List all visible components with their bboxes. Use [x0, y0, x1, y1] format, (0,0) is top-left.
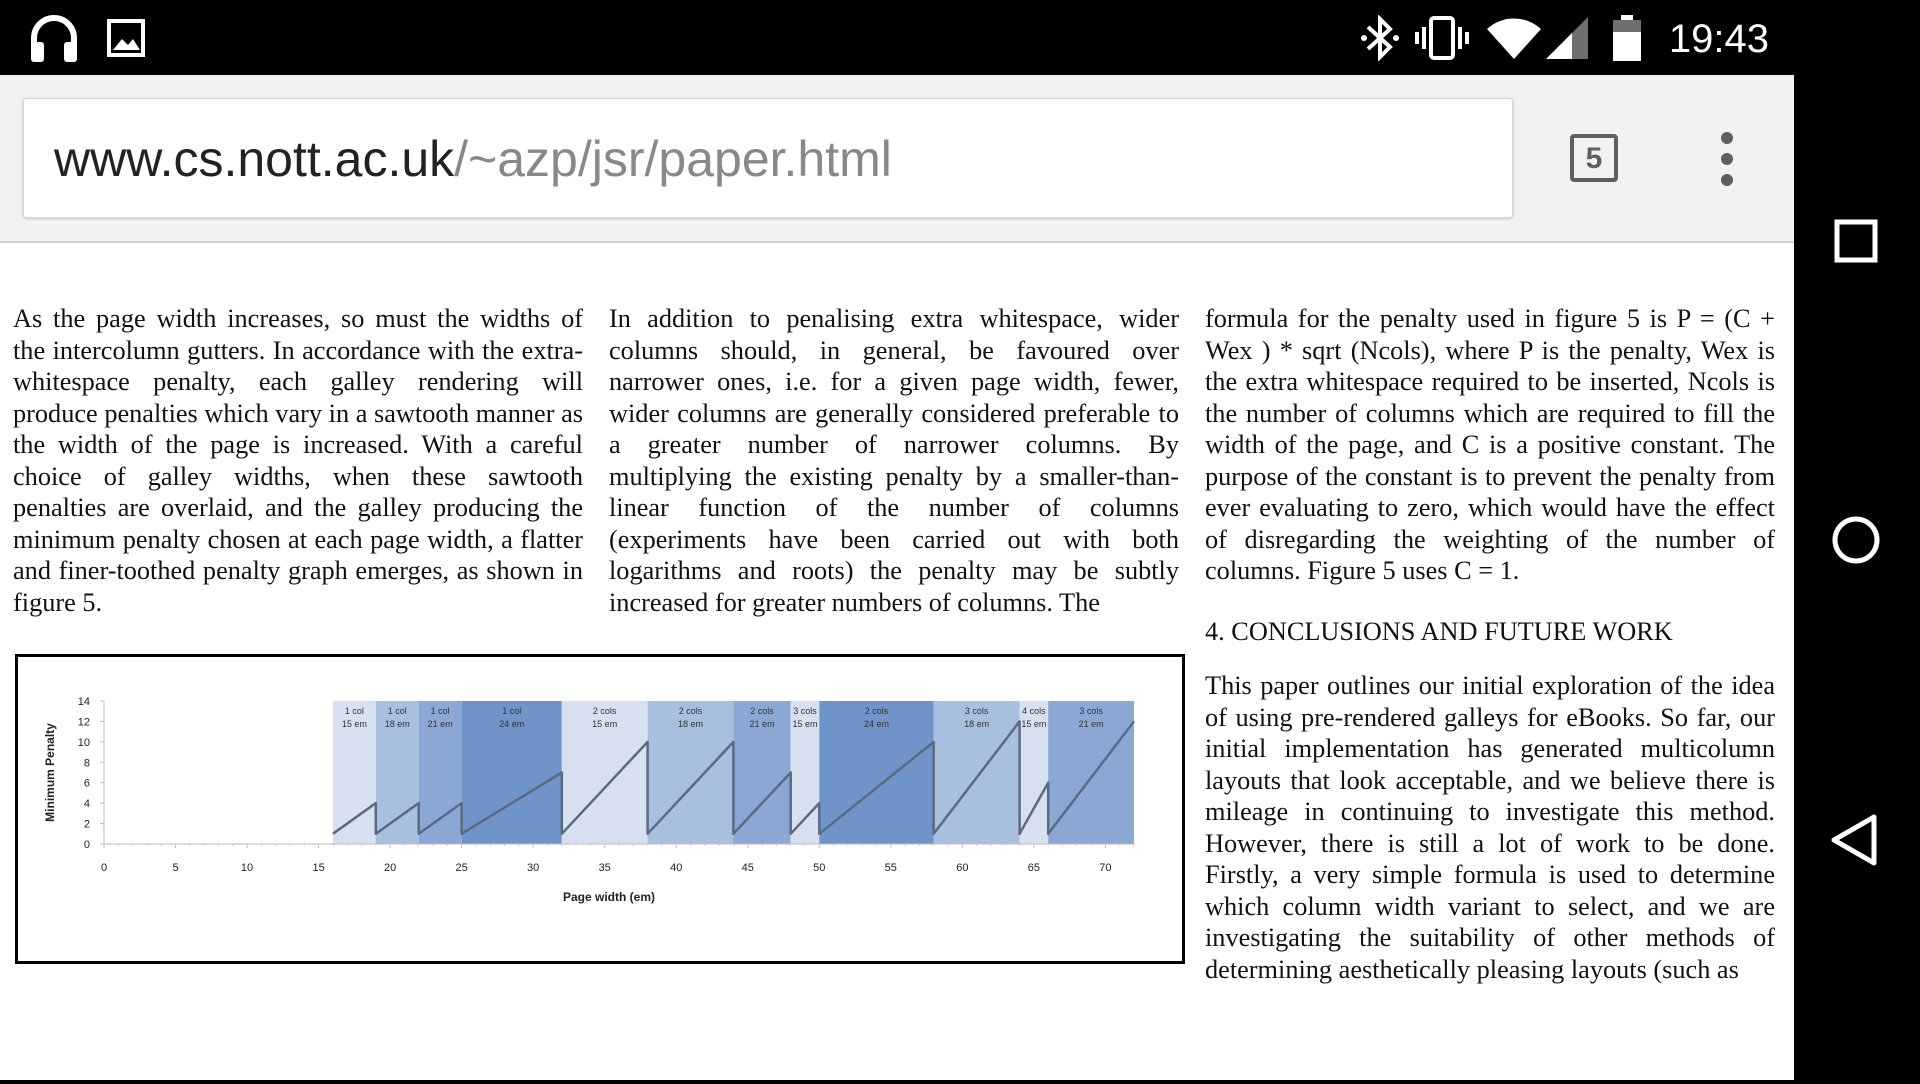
- browser-toolbar: www.cs.nott.ac.uk/~azp/jsr/paper.html 5: [0, 75, 1794, 243]
- y-tick-label: 14: [78, 696, 90, 708]
- url-bar[interactable]: www.cs.nott.ac.uk/~azp/jsr/paper.html: [23, 98, 1513, 218]
- x-tick-label: 70: [1099, 862, 1111, 874]
- band-label: 15 em: [1021, 719, 1046, 729]
- x-tick-label: 55: [885, 862, 897, 874]
- band-label: 24 em: [864, 719, 889, 729]
- x-tick-label: 30: [527, 862, 539, 874]
- x-tick-label: 45: [742, 862, 754, 874]
- x-tick-label: 65: [1028, 862, 1040, 874]
- recents-icon: [1837, 222, 1875, 260]
- band-label: 2 cols: [593, 706, 617, 716]
- overflow-menu-button[interactable]: [1712, 131, 1742, 187]
- band-label: 2 cols: [865, 706, 889, 716]
- band-label: 21 em: [750, 719, 775, 729]
- figure-5: 1 col 15 em 1 col 18 em 1 col 21 em 1 col 24 em…: [15, 654, 1185, 964]
- x-tick-label: 15: [312, 862, 324, 874]
- x-axis-label: Page width (em): [563, 890, 655, 904]
- paragraph: This paper outlines our initial explorat…: [1205, 670, 1775, 985]
- y-tick-label: 8: [84, 757, 90, 769]
- y-tick-label: 12: [78, 716, 90, 728]
- headphones-icon: [28, 0, 80, 75]
- tab-switcher-button[interactable]: 5: [1570, 134, 1618, 182]
- band-label: 1 col: [388, 706, 407, 716]
- status-clock: 19:43: [1669, 0, 1769, 75]
- status-bar: 19:43: [0, 0, 1794, 75]
- paragraph: formula for the penalty used in figure 5…: [1205, 303, 1775, 587]
- web-page-content[interactable]: As the page width increases, so must the…: [0, 245, 1794, 1080]
- x-tick-label: 40: [670, 862, 682, 874]
- bluetooth-icon: [1360, 0, 1400, 75]
- system-nav-bar: [1794, 0, 1920, 1080]
- x-tick-label: 35: [599, 862, 611, 874]
- article-column-2: In addition to penalising extra whitespa…: [609, 303, 1179, 618]
- band-label: 1 col: [502, 706, 521, 716]
- x-tick-label: 60: [956, 862, 968, 874]
- wifi-icon: [1486, 0, 1542, 75]
- article-column-1: As the page width increases, so must the…: [13, 303, 583, 618]
- y-axis-label: Minimum Penalty: [43, 723, 57, 822]
- cell-signal-icon: [1544, 0, 1590, 75]
- url-path: /~azp/jsr/paper.html: [454, 131, 892, 187]
- paragraph: In addition to penalising extra whitespa…: [609, 303, 1179, 618]
- y-tick-label: 4: [84, 798, 90, 810]
- band-label: 21 em: [428, 719, 453, 729]
- y-tick-label: 10: [78, 737, 90, 749]
- band-label: 4 cols: [1022, 706, 1046, 716]
- vibrate-icon: [1414, 0, 1470, 75]
- band-label: 3 cols: [793, 706, 817, 716]
- more-vert-icon: [1712, 131, 1742, 187]
- paragraph: As the page width increases, so must the…: [13, 303, 583, 618]
- band-label: 18 em: [964, 719, 989, 729]
- tab-count: 5: [1586, 142, 1603, 175]
- band-label: 18 em: [385, 719, 410, 729]
- x-tick-label: 50: [813, 862, 825, 874]
- y-tick-label: 0: [84, 839, 90, 851]
- x-tick-label: 0: [101, 862, 107, 874]
- band-label: 3 cols: [965, 706, 989, 716]
- battery-icon: [1612, 0, 1642, 75]
- home-button[interactable]: [1835, 519, 1877, 561]
- x-tick-label: 20: [384, 862, 396, 874]
- y-tick-label: 6: [84, 778, 90, 790]
- penalty-chart: 1 col 15 em 1 col 18 em 1 col 21 em 1 col 24 em…: [18, 657, 1182, 961]
- band-label: 2 cols: [750, 706, 774, 716]
- band-label: 21 em: [1079, 719, 1104, 729]
- recents-button[interactable]: [1837, 222, 1875, 260]
- back-icon: [1834, 817, 1874, 863]
- url-text[interactable]: www.cs.nott.ac.uk/~azp/jsr/paper.html: [54, 99, 892, 219]
- back-button[interactable]: [1834, 817, 1874, 863]
- article-column-3: formula for the penalty used in figure 5…: [1205, 303, 1775, 985]
- band-label: 3 cols: [1079, 706, 1103, 716]
- url-host: www.cs.nott.ac.uk: [54, 131, 454, 187]
- home-icon: [1835, 519, 1877, 561]
- screen: 19:43 www.cs.nott.ac.uk/~azp/jsr/paper.h…: [0, 0, 1794, 1080]
- y-tick-label: 2: [84, 819, 90, 831]
- band-label: 1 col: [431, 706, 450, 716]
- band-label: 2 cols: [679, 706, 703, 716]
- band-label: 1 col: [345, 706, 364, 716]
- x-tick-label: 25: [456, 862, 468, 874]
- image-icon: [107, 0, 145, 75]
- x-tick-label: 10: [241, 862, 253, 874]
- band-label: 18 em: [678, 719, 703, 729]
- band-label: 15 em: [342, 719, 367, 729]
- band-label: 15 em: [792, 719, 817, 729]
- band-label: 24 em: [499, 719, 524, 729]
- section-heading: 4. CONCLUSIONS AND FUTURE WORK: [1205, 616, 1775, 648]
- x-tick-label: 5: [172, 862, 178, 874]
- band-label: 15 em: [592, 719, 617, 729]
